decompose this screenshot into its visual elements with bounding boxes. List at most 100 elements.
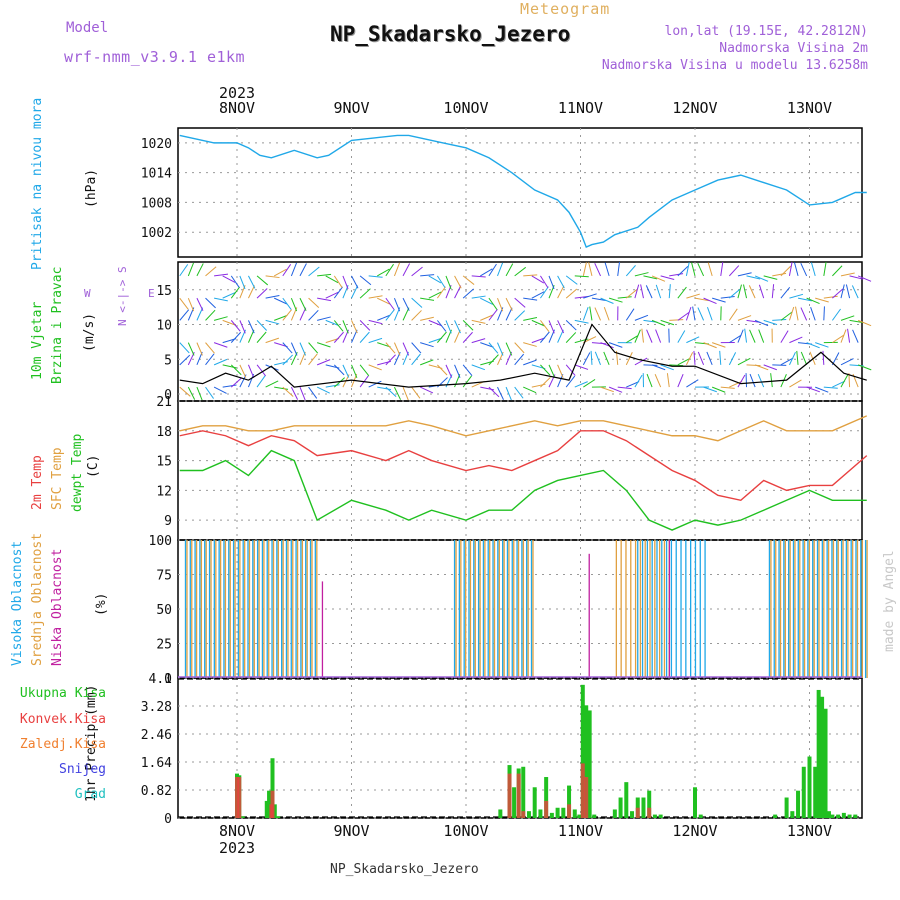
wind-barb	[655, 329, 662, 343]
wind-barb	[308, 342, 319, 354]
wind-barb	[772, 364, 787, 366]
model-elevation-text: Nadmorska Visina u modelu 13.6258m	[601, 58, 868, 73]
wind-barb	[654, 374, 662, 388]
wind-barb	[651, 275, 666, 282]
wind-barb	[488, 297, 498, 310]
precip-bar	[580, 763, 585, 818]
wind-barb	[757, 374, 765, 388]
wind-barb	[514, 342, 525, 354]
precip-bar	[796, 790, 801, 818]
wind-barb	[239, 275, 246, 290]
wind-barb	[179, 297, 189, 310]
wind-barb	[800, 262, 808, 277]
wind-barb	[265, 380, 279, 388]
precip-bar	[801, 766, 806, 818]
wind-barb	[205, 297, 216, 309]
wind-barb	[540, 331, 550, 343]
wind-barb	[342, 320, 349, 334]
wind-barb	[471, 275, 486, 278]
wind-barb	[471, 295, 486, 299]
wind-barb	[789, 293, 804, 299]
wind-barb	[480, 342, 494, 348]
wind-barb	[645, 285, 653, 299]
y-tick-label: 0	[164, 672, 172, 687]
wind-barb	[770, 373, 773, 388]
legend-total: Ukupna Kisa	[19, 686, 106, 701]
wind-barb	[660, 319, 675, 326]
wind-barb	[703, 297, 717, 304]
x-tick-label-top: 12NOV	[672, 99, 717, 117]
wind-barb	[368, 319, 383, 325]
x-tick-label-bottom: 12NOV	[672, 822, 717, 840]
wind-barb	[646, 373, 653, 388]
wind-barb	[497, 262, 504, 277]
wind-barb	[594, 262, 601, 277]
wind-barb	[265, 275, 280, 279]
year-label-top: 2023	[219, 84, 255, 102]
wind-barb	[497, 342, 504, 356]
wind-barb	[480, 297, 494, 305]
precip-bar	[270, 758, 275, 818]
wind-barb	[290, 386, 299, 400]
dewpoint-line	[179, 449, 867, 531]
wind-barb	[256, 364, 267, 377]
wind-barb	[247, 285, 255, 299]
precip-bar	[577, 814, 582, 818]
wind-barb	[557, 275, 565, 289]
wind-barb	[583, 293, 597, 299]
wind-barb	[411, 310, 422, 321]
year-label-bottom: 2023	[219, 839, 255, 857]
wind-barb	[677, 286, 687, 299]
precip-bar	[572, 809, 577, 818]
wind-barb	[196, 263, 204, 277]
wind-barb	[617, 296, 632, 299]
wind-barb	[256, 275, 269, 286]
x-tick-label-top: 8NOV	[219, 99, 255, 117]
wind-barb	[848, 373, 851, 388]
wind-barb	[505, 307, 513, 321]
wind-barb	[720, 296, 735, 299]
wind-barb	[720, 386, 735, 389]
wind-barb	[428, 319, 442, 327]
wind-barb	[420, 316, 434, 321]
precip-bar	[498, 809, 503, 818]
wind-barb	[230, 331, 242, 343]
wind-barb	[851, 285, 859, 299]
y-tick-label: 10	[156, 319, 172, 334]
wind-barb	[505, 342, 513, 356]
wind-barb	[428, 291, 442, 299]
wind-barb	[239, 364, 247, 378]
wind-barb	[222, 319, 236, 326]
precip-bar	[507, 773, 512, 818]
wind-barb	[677, 357, 691, 366]
wind-barb	[604, 262, 610, 277]
wind-barb	[780, 357, 794, 366]
panel-frame-pressure	[177, 127, 863, 258]
wind-barb	[806, 342, 820, 349]
wind-barb	[789, 379, 802, 388]
precip-bar	[521, 766, 526, 818]
wind-barb	[697, 351, 705, 366]
wind-barb	[265, 337, 280, 344]
wind-barb	[368, 275, 383, 278]
wind-barb	[557, 285, 565, 299]
precip-bar	[823, 708, 828, 818]
wind-barb	[213, 358, 228, 366]
wind-barb	[651, 364, 666, 371]
precip-bar	[267, 790, 272, 818]
wind-barb	[840, 358, 854, 366]
wind-barb	[686, 293, 700, 299]
wind-barb	[316, 359, 331, 366]
wind-barb	[617, 261, 620, 276]
wind-barb	[523, 274, 538, 277]
wind-barb	[299, 342, 307, 356]
wind-barb	[748, 285, 756, 299]
x-tick-label-top: 9NOV	[333, 99, 369, 117]
wind-barb	[548, 364, 556, 378]
wind-barb	[393, 386, 402, 400]
wind-barb	[187, 386, 196, 400]
wind-barb	[565, 364, 576, 376]
precip-bar	[237, 777, 242, 818]
precip-bar	[584, 777, 589, 818]
wind-barb	[462, 364, 473, 376]
